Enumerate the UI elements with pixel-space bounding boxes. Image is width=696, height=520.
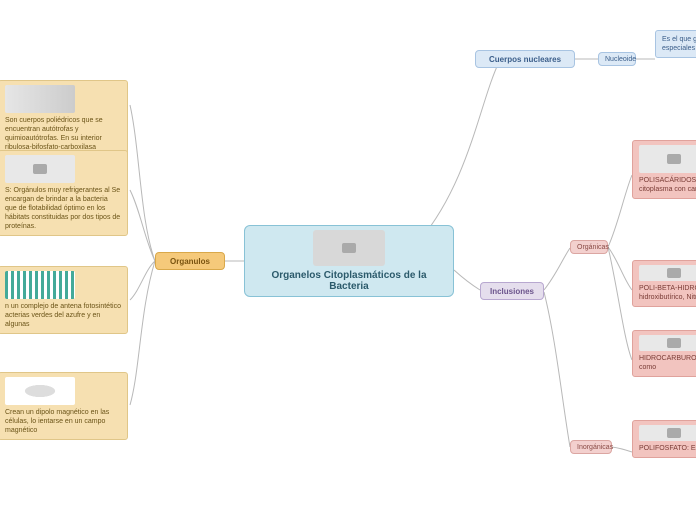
thumb-placeholder-icon <box>5 155 75 183</box>
thumb-image <box>5 85 75 113</box>
leaf-text: n un complejo de antena fotosintético ac… <box>5 303 121 328</box>
node-label: Nucleoide <box>605 56 629 63</box>
central-topic-title: Organelos Citoplasmáticos de la Bacteria <box>253 270 445 292</box>
leaf-text: Son cuerpos poliédricos que se encuentra… <box>5 117 103 151</box>
leaf-text: HIDROCARBUROS: Se bacterias lo usan como <box>639 355 696 371</box>
thumb-image <box>5 271 75 299</box>
node-label: Inorgánicas <box>577 444 605 451</box>
leaf-inclusion-2[interactable]: POLI-BETA-HIDROXIBUTIRATO: del 3-hidroxi… <box>632 260 696 307</box>
thumb-placeholder-icon <box>639 145 696 173</box>
leaf-organulo-4[interactable]: Crean un dipolo magnético en las células… <box>0 372 128 440</box>
thumb-image <box>5 377 75 405</box>
leaf-text: Crean un dipolo magnético en las células… <box>5 409 109 434</box>
central-topic[interactable]: Organelos Citoplasmáticos de la Bacteria <box>244 225 454 297</box>
leaf-text: POLIFOSFATO: Estos utilizados como fuent… <box>639 445 696 452</box>
leaf-organulo-3[interactable]: n un complejo de antena fotosintético ac… <box>0 266 128 334</box>
node-inorganicas[interactable]: Inorgánicas <box>570 440 612 454</box>
leaf-text: POLI-BETA-HIDROXIBUTIRATO: del 3-hidroxi… <box>639 285 696 301</box>
branch-organulos[interactable]: Organulos <box>155 252 225 270</box>
leaf-text: S: Orgánulos muy refrigerantes al Se enc… <box>5 187 120 230</box>
thumb-placeholder-icon <box>639 425 696 441</box>
leaf-organulo-2[interactable]: S: Orgánulos muy refrigerantes al Se enc… <box>0 150 128 236</box>
leaf-inclusion-4[interactable]: POLIFOSFATO: Estos utilizados como fuent… <box>632 420 696 458</box>
branch-label: Cuerpos nucleares <box>482 55 568 64</box>
branch-label: Organulos <box>162 257 218 266</box>
node-nucleoide[interactable]: Nucleoide <box>598 52 636 66</box>
leaf-inclusion-1[interactable]: POLISACÁRIDOS: Se depositan en el citopl… <box>632 140 696 199</box>
thumb-placeholder-icon <box>639 265 696 281</box>
image-placeholder-icon <box>313 230 385 266</box>
branch-label: Inclusiones <box>487 287 537 296</box>
node-organicas[interactable]: Orgánicas <box>570 240 608 254</box>
leaf-text: POLISACÁRIDOS: Se depositan en el citopl… <box>639 177 696 193</box>
thumb-placeholder-icon <box>639 335 696 351</box>
branch-cuerpos-nucleares[interactable]: Cuerpos nucleares <box>475 50 575 68</box>
node-label: Orgánicas <box>577 244 601 251</box>
leaf-organulo-1[interactable]: Son cuerpos poliédricos que se encuentra… <box>0 80 128 157</box>
leaf-inclusion-3[interactable]: HIDROCARBUROS: Se bacterias lo usan como <box>632 330 696 377</box>
leaf-nucleoide-desc[interactable]: Es el que generalmente se encuentra pero… <box>655 30 696 58</box>
branch-inclusiones[interactable]: Inclusiones <box>480 282 544 300</box>
leaf-text: Es el que generalmente se encuentra pero… <box>662 36 696 52</box>
